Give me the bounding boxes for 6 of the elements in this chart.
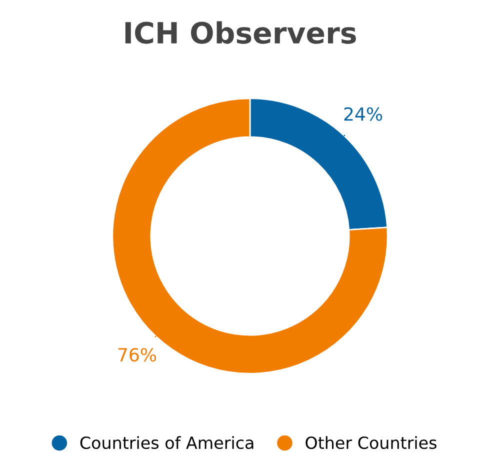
chart-title: ICH Observers <box>125 21 356 44</box>
data-label: 76% <box>118 348 156 362</box>
data-label: 24% <box>344 107 382 121</box>
legend-label: Countries of America <box>80 436 254 450</box>
donut-slice <box>112 98 388 374</box>
legend-label: Other Countries <box>306 436 436 450</box>
